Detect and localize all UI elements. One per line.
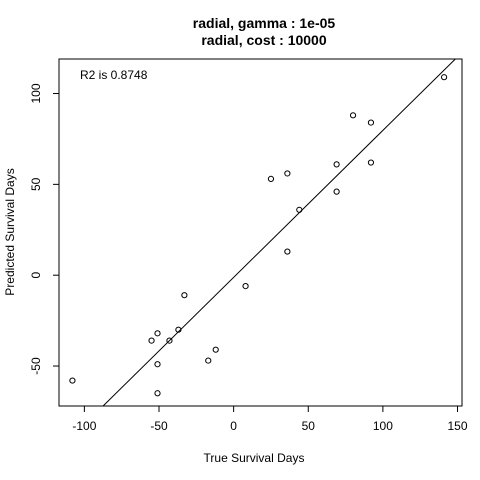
data-point — [205, 357, 212, 364]
y-tick-label: 50 — [29, 177, 43, 191]
data-point — [154, 390, 161, 397]
data-point — [296, 206, 303, 213]
data-point — [175, 326, 182, 333]
x-tick-label: 150 — [448, 419, 468, 433]
data-point — [333, 188, 340, 195]
data-point — [242, 282, 249, 290]
data-point — [181, 292, 188, 299]
y-tick-label: 0 — [29, 272, 43, 279]
data-points — [69, 74, 448, 397]
x-tick-label: 50 — [302, 419, 316, 433]
x-tick-label: -50 — [150, 419, 168, 433]
y-axis: -50 0 50 100 — [29, 83, 59, 375]
data-point — [148, 337, 155, 344]
y-tick-label: -50 — [29, 357, 43, 375]
x-axis: -100 -50 0 50 100 150 — [72, 406, 468, 433]
x-axis-label: True Survival Days — [204, 451, 305, 465]
data-point — [154, 361, 161, 368]
data-point — [284, 170, 291, 177]
data-point — [166, 337, 173, 344]
data-point — [154, 330, 161, 337]
data-point — [284, 248, 291, 255]
plot-frame — [58, 58, 463, 407]
data-point — [367, 159, 375, 166]
data-point — [69, 377, 76, 384]
data-point — [349, 112, 357, 119]
chart-title: radial, gamma : 1e-05 — [193, 15, 336, 31]
regression-line — [102, 58, 456, 407]
data-point — [212, 346, 219, 353]
x-tick-label: 0 — [230, 419, 237, 433]
data-point — [333, 161, 340, 168]
r2-annotation: R2 is 0.8748 — [80, 68, 148, 82]
data-point — [367, 119, 375, 126]
y-tick-label: 100 — [29, 83, 43, 103]
data-point — [267, 175, 275, 183]
data-point — [440, 74, 448, 81]
x-tick-label: 100 — [373, 419, 393, 433]
chart-subtitle: radial, cost : 10000 — [201, 32, 327, 48]
y-axis-label: Predicted Survival Days — [3, 168, 17, 295]
x-tick-label: -100 — [72, 419, 96, 433]
